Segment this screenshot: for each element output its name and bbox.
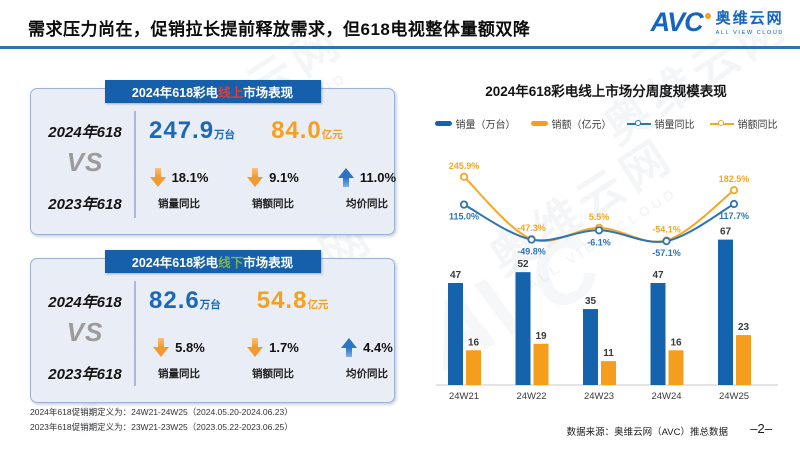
svg-text:-47.3%: -47.3% xyxy=(517,223,546,233)
online-values: 247.9万台 84.0亿元 xyxy=(149,117,343,145)
compare-years: 2024年618 VS 2023年618 xyxy=(39,89,131,234)
svg-text:16: 16 xyxy=(468,337,480,348)
legend-revenue-yoy-line: 销额同比 xyxy=(709,116,778,131)
avc-logo: AVC 奥维云网 ALL VIEW CLOUD xyxy=(651,9,784,36)
header-divider xyxy=(0,46,800,49)
avc-logo-en: ALL VIEW CLOUD xyxy=(715,29,784,36)
down-arrow-icon xyxy=(247,167,264,188)
svg-text:23: 23 xyxy=(738,322,750,333)
page-number: –2– xyxy=(750,421,772,436)
chart-title: 2024年618彩电线上市场分周度规模表现 xyxy=(485,84,727,99)
channel-online-label: 线上 xyxy=(218,86,244,100)
online-panel-header: 2024年618彩电 线上 市场表现 xyxy=(104,80,321,103)
footnote-2024: 2024年618促销期定义为：24W21-24W25（2024.05.20-20… xyxy=(30,407,293,417)
vs-label: VS xyxy=(66,317,104,347)
up-arrow-icon xyxy=(341,337,358,358)
compare-years: 2024年618 VS 2023年618 xyxy=(39,259,131,402)
svg-text:-6.1%: -6.1% xyxy=(587,237,611,247)
svg-text:-49.8%: -49.8% xyxy=(517,247,546,257)
online-metrics: 18.1% 销量同比 9.1% 销额同比 11.0% 均价同比 xyxy=(143,165,403,211)
metric-revenue-yoy: 9.1% 销额同比 xyxy=(237,165,309,211)
svg-text:47: 47 xyxy=(652,270,664,281)
online-market-panel: 2024年618彩电 线上 市场表现 2024年618 VS 2023年618 24… xyxy=(30,80,396,235)
svg-text:5.5%: 5.5% xyxy=(589,212,610,222)
year-2024-label: 2024年618 xyxy=(48,294,122,311)
offline-volume: 82.6万台 xyxy=(149,287,221,314)
down-arrow-icon xyxy=(153,337,170,358)
svg-text:182.5%: 182.5% xyxy=(719,174,750,184)
offline-revenue: 54.8亿元 xyxy=(256,287,329,314)
avc-logo-mark: AVC xyxy=(650,7,704,37)
svg-text:19: 19 xyxy=(535,331,547,342)
avc-logo-dot-icon xyxy=(704,13,711,19)
avc-logo-cn: 奥维云网 xyxy=(715,10,784,27)
online-volume: 247.9万台 xyxy=(149,117,236,144)
svg-text:67: 67 xyxy=(720,227,732,238)
metric-revenue-yoy: 1.7% 销额同比 xyxy=(237,335,309,381)
line-swatch-icon xyxy=(709,119,734,128)
year-2023-label: 2023年618 xyxy=(48,366,122,383)
metric-volume-yoy: 18.1% 销量同比 xyxy=(143,165,215,211)
down-arrow-icon xyxy=(247,337,264,358)
panel-vertical-divider xyxy=(134,111,136,218)
year-2023-label: 2023年618 xyxy=(48,196,122,213)
page-title: 需求压力尚在，促销拉长提前释放需求，但618电视整体量额双降 xyxy=(28,20,531,39)
svg-text:245.9%: 245.9% xyxy=(449,161,480,171)
footnote-2023: 2023年618促销期定义为：23W21-23W25（2023.05.22-20… xyxy=(30,421,293,432)
legend-revenue-bar: 销额（亿元） xyxy=(530,116,612,131)
footnotes: 2024年618促销期定义为：24W21-24W25（2024.05.20-20… xyxy=(30,405,293,435)
legend-volume-yoy-line: 销量同比 xyxy=(626,116,695,131)
svg-text:115.0%: 115.0% xyxy=(449,212,479,222)
channel-offline-label: 线下 xyxy=(218,256,244,270)
svg-text:-57.1%: -57.1% xyxy=(652,248,681,258)
svg-text:24W22: 24W22 xyxy=(516,391,546,402)
offline-values: 82.6万台 54.8亿元 xyxy=(149,287,328,315)
metric-price-yoy: 11.0% 均价同比 xyxy=(331,165,403,211)
svg-text:52: 52 xyxy=(517,259,529,270)
svg-text:47: 47 xyxy=(450,270,462,281)
svg-text:11: 11 xyxy=(603,348,614,359)
offline-panel-header: 2024年618彩电 线下 市场表现 xyxy=(104,250,321,273)
line-swatch-icon xyxy=(626,119,651,128)
up-arrow-icon xyxy=(337,167,354,188)
metric-volume-yoy: 5.8% 销量同比 xyxy=(143,335,215,381)
svg-text:24W23: 24W23 xyxy=(584,391,614,402)
metric-price-yoy: 4.4% 均价同比 xyxy=(331,335,403,381)
weekly-scale-chart: 2024年618彩电线上市场分周度规模表现 销量（万台） 销额（亿元） 销量同比… xyxy=(420,64,792,409)
combo-chart-plot: 47 16 24W21 52 19 24W22 35 11 24W23 47 16 24W24 67 23… xyxy=(436,161,778,402)
bar-swatch-icon xyxy=(434,121,452,126)
online-revenue: 84.0亿元 xyxy=(271,117,343,144)
offline-metrics: 5.8% 销量同比 1.7% 销额同比 4.4% 均价同比 xyxy=(143,335,403,381)
data-source: 数据来源：奥维云网（AVC）推总数据 xyxy=(566,427,728,438)
panel-vertical-divider xyxy=(134,281,136,386)
vs-label: VS xyxy=(66,147,104,177)
offline-market-panel: 2024年618彩电 线下 市场表现 2024年618 VS 2023年618 82… xyxy=(30,250,395,403)
chart-legend: 销量（万台） 销额（亿元） 销量同比 销额同比 xyxy=(420,116,792,131)
down-arrow-icon xyxy=(149,167,166,188)
svg-text:24W24: 24W24 xyxy=(651,391,681,402)
svg-text:35: 35 xyxy=(585,296,597,307)
svg-text:24W25: 24W25 xyxy=(719,391,749,402)
svg-text:117.7%: 117.7% xyxy=(719,211,749,221)
svg-text:-54.1%: -54.1% xyxy=(652,224,681,234)
svg-text:16: 16 xyxy=(670,337,682,348)
bar-swatch-icon xyxy=(530,121,548,126)
year-2024-label: 2024年618 xyxy=(48,124,122,141)
svg-text:24W21: 24W21 xyxy=(449,391,479,402)
legend-volume-bar: 销量（万台） xyxy=(434,116,516,131)
